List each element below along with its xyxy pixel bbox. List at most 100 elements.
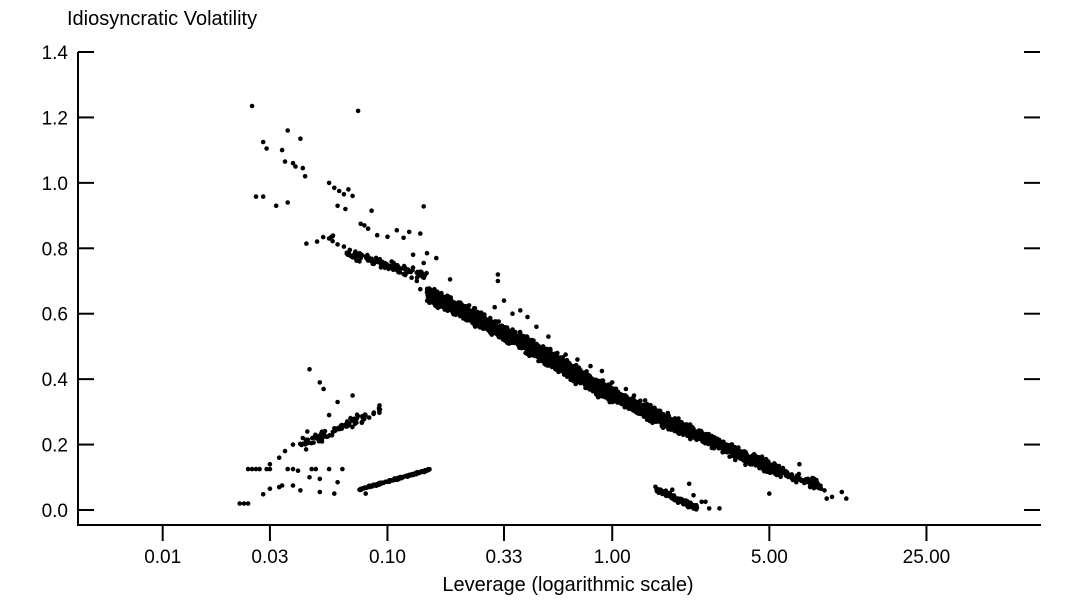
data-point bbox=[667, 490, 672, 496]
data-point bbox=[684, 501, 689, 506]
data-point bbox=[546, 334, 551, 339]
data-point bbox=[273, 203, 279, 209]
data-point bbox=[267, 461, 273, 467]
data-point bbox=[487, 329, 493, 335]
data-point bbox=[416, 470, 422, 475]
data-point bbox=[310, 435, 315, 441]
data-point bbox=[569, 374, 574, 379]
data-point bbox=[517, 329, 523, 335]
data-point bbox=[316, 436, 321, 442]
data-point bbox=[282, 448, 288, 454]
data-point bbox=[377, 403, 382, 408]
data-point bbox=[509, 338, 514, 344]
data-point bbox=[414, 278, 420, 284]
data-point bbox=[810, 479, 815, 485]
data-point bbox=[642, 407, 648, 413]
data-point bbox=[350, 393, 355, 398]
data-point bbox=[445, 293, 450, 299]
data-point bbox=[533, 347, 539, 353]
data-point bbox=[751, 461, 757, 466]
data-point bbox=[390, 265, 395, 270]
axes: 0.0 0.2 0.4 0.6 0.8 1.0 1.2 1.4 0.01 0.03 0.10 0.33… bbox=[42, 43, 1041, 568]
data-point bbox=[470, 319, 475, 324]
data-point bbox=[305, 440, 311, 446]
data-point bbox=[347, 247, 353, 253]
data-point bbox=[536, 343, 541, 349]
data-point bbox=[276, 455, 282, 461]
data-point bbox=[607, 385, 612, 390]
data-point bbox=[626, 404, 632, 410]
data-point bbox=[688, 431, 693, 437]
data-point bbox=[237, 501, 242, 506]
data-point bbox=[691, 493, 696, 498]
data-point bbox=[350, 193, 355, 199]
data-point bbox=[267, 486, 273, 492]
data-point bbox=[304, 241, 309, 246]
data-point bbox=[358, 221, 364, 227]
data-point bbox=[601, 387, 607, 392]
data-point bbox=[398, 266, 403, 272]
x-tick-label: 0.01 bbox=[144, 547, 181, 568]
data-point bbox=[311, 440, 316, 445]
data-point bbox=[816, 485, 822, 491]
data-point bbox=[416, 272, 422, 277]
y-tick-label: 1.2 bbox=[42, 108, 68, 129]
data-point bbox=[811, 484, 817, 489]
data-point bbox=[759, 464, 765, 469]
data-point bbox=[326, 466, 332, 472]
data-point bbox=[527, 342, 533, 348]
data-point bbox=[540, 351, 546, 356]
data-point bbox=[599, 368, 605, 374]
data-point bbox=[768, 465, 774, 471]
data-point bbox=[241, 501, 247, 506]
data-point bbox=[406, 229, 412, 235]
data-point bbox=[451, 307, 456, 312]
data-point bbox=[757, 459, 763, 464]
data-point bbox=[392, 477, 398, 483]
data-point bbox=[371, 411, 376, 417]
data-point bbox=[317, 476, 323, 482]
data-point bbox=[285, 200, 291, 205]
data-point bbox=[566, 363, 571, 368]
data-point bbox=[717, 506, 722, 511]
data-point bbox=[365, 252, 370, 258]
data-point bbox=[290, 160, 296, 166]
data-point bbox=[298, 136, 303, 141]
data-point bbox=[644, 401, 650, 407]
data-point bbox=[302, 174, 308, 179]
y-tick-label: 0.4 bbox=[42, 370, 69, 391]
data-point bbox=[359, 252, 365, 258]
data-point bbox=[249, 103, 255, 109]
data-point bbox=[440, 303, 445, 308]
data-point bbox=[309, 466, 315, 472]
data-point bbox=[502, 333, 508, 339]
data-point bbox=[293, 164, 298, 169]
data-point bbox=[673, 497, 678, 503]
data-point bbox=[575, 357, 580, 362]
data-point bbox=[665, 417, 671, 423]
data-point bbox=[322, 434, 327, 439]
data-point bbox=[807, 484, 813, 489]
data-point bbox=[361, 414, 367, 419]
data-point bbox=[691, 431, 697, 437]
data-point bbox=[698, 428, 704, 434]
data-point bbox=[637, 408, 642, 413]
data-point bbox=[313, 466, 319, 472]
data-point bbox=[460, 313, 466, 319]
data-point bbox=[374, 232, 380, 238]
data-point bbox=[448, 299, 454, 305]
data-point bbox=[594, 390, 599, 396]
data-point bbox=[572, 370, 577, 376]
data-point bbox=[810, 475, 815, 481]
data-point bbox=[508, 330, 513, 336]
data-point bbox=[789, 476, 795, 481]
data-point bbox=[564, 367, 569, 373]
data-point bbox=[578, 379, 584, 385]
data-point bbox=[553, 351, 558, 357]
data-point bbox=[320, 234, 326, 240]
y-tick-label: 0.8 bbox=[42, 239, 68, 260]
data-point bbox=[690, 425, 695, 430]
data-point bbox=[257, 466, 262, 472]
data-point bbox=[430, 296, 436, 302]
data-point bbox=[654, 408, 660, 414]
